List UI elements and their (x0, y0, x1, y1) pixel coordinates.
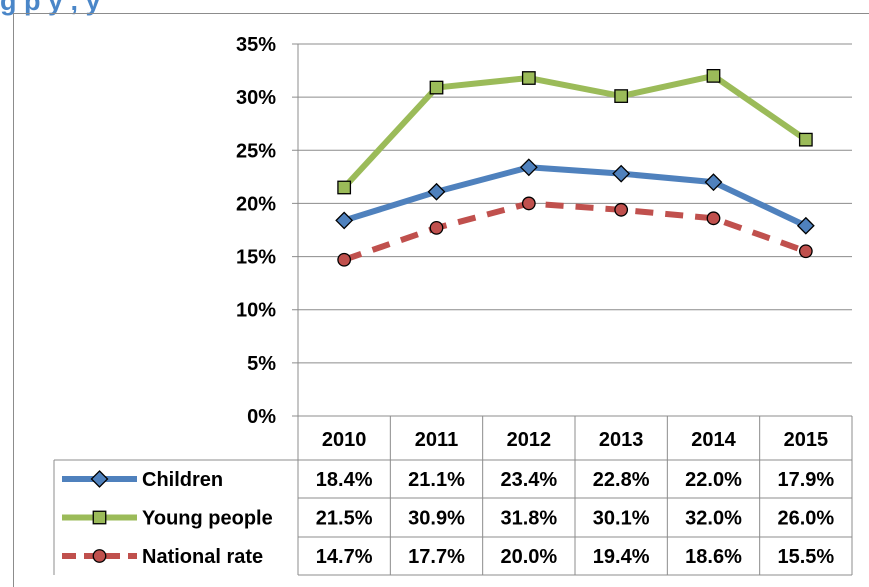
table-cell-value: 30.1% (593, 508, 650, 530)
data-point-square (614, 89, 629, 103)
data-point-diamond (796, 216, 815, 235)
data-point-square (92, 510, 107, 525)
data-point-circle (92, 549, 107, 563)
table-cell-value: 32.0% (685, 508, 742, 530)
y-tick-label: 5% (247, 353, 276, 375)
table-cell-value: 18.4% (316, 469, 373, 491)
x-tick-label: 2012 (507, 429, 552, 451)
y-tick-label: 0% (247, 406, 276, 428)
page-heading: g p y , y (0, 0, 101, 16)
table-cell-value: 17.7% (408, 546, 465, 568)
data-point-diamond (427, 182, 446, 201)
table-cell-value: 15.5% (777, 546, 834, 568)
legend-label: National rate (142, 546, 263, 568)
y-tick-label: 10% (236, 300, 276, 322)
data-point-diamond (90, 470, 109, 488)
data-point-square (429, 80, 444, 95)
data-point-circle (614, 202, 629, 217)
data-point-diamond (519, 158, 538, 177)
table-cell-value: 21.5% (316, 508, 373, 530)
x-tick-label: 2010 (322, 429, 367, 451)
y-tick-label: 30% (236, 87, 276, 109)
series-line-children (341, 164, 809, 229)
data-point-diamond (612, 164, 631, 183)
chart-frame (13, 13, 869, 587)
series-line-national-rate (343, 200, 807, 263)
table-cell-value: 23.4% (500, 469, 557, 491)
legend-label: Young people (142, 508, 273, 530)
table-cell-value: 19.4% (593, 546, 650, 568)
data-point-circle (521, 196, 536, 211)
table-cell-value: 30.9% (408, 508, 465, 530)
table-cell-value: 21.1% (408, 469, 465, 491)
y-tick-label: 35% (236, 34, 276, 56)
table-cell-value: 31.8% (500, 508, 557, 530)
y-tick-label: 15% (236, 247, 276, 269)
table-cell-value: 14.7% (316, 546, 373, 568)
data-point-circle (337, 252, 352, 267)
data-point-square (798, 132, 813, 147)
data-point-circle (429, 220, 444, 235)
y-tick-label: 20% (236, 193, 276, 215)
x-tick-label: 2014 (691, 429, 736, 451)
data-point-square (706, 68, 721, 83)
table-cell-value: 17.9% (777, 469, 834, 491)
table-cell-value: 18.6% (685, 546, 742, 568)
data-point-diamond (704, 173, 723, 192)
series-line-young-people (341, 72, 809, 191)
data-point-circle (798, 244, 813, 259)
table-cell-value: 22.0% (685, 469, 742, 491)
data-point-circle (706, 211, 721, 226)
legend-label: Children (142, 469, 223, 491)
y-tick-label: 25% (236, 140, 276, 162)
table-cell-value: 26.0% (777, 508, 834, 530)
table-cell-value: 22.8% (593, 469, 650, 491)
table-cell-value: 20.0% (500, 546, 557, 568)
x-tick-label: 2013 (599, 429, 644, 451)
x-tick-label: 2011 (415, 429, 458, 451)
data-point-square (337, 180, 352, 195)
x-tick-label: 2015 (784, 429, 829, 451)
data-point-square (521, 71, 536, 85)
data-point-diamond (335, 211, 354, 230)
